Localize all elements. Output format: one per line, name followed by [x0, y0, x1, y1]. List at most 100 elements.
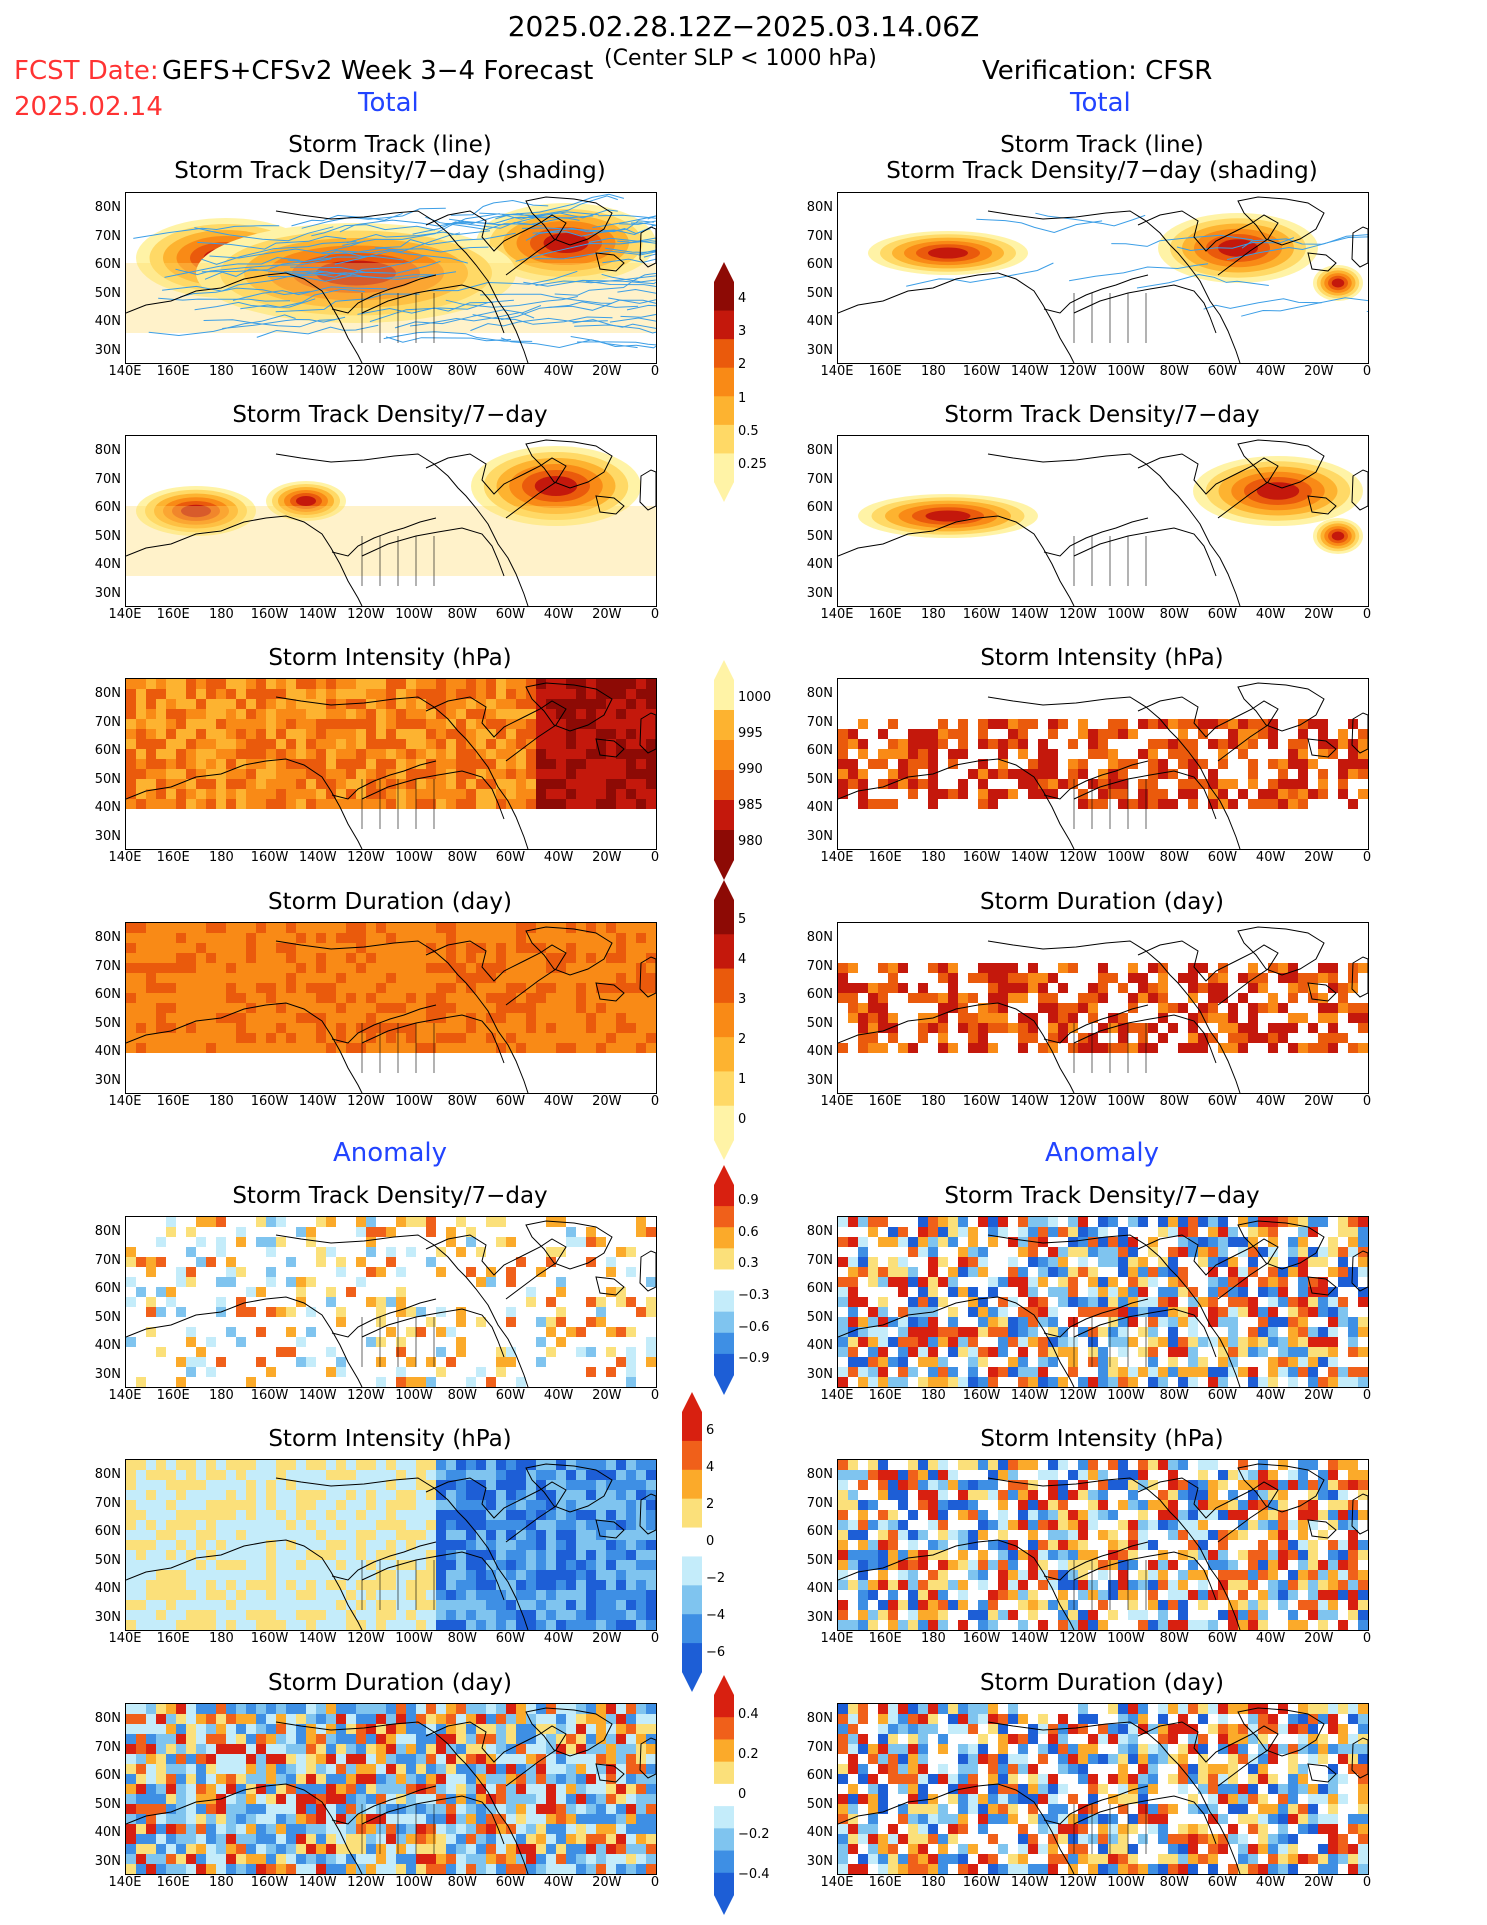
storm-track-line — [609, 317, 656, 323]
grid-cell — [266, 1620, 276, 1630]
grid-cell — [596, 719, 606, 729]
grid-cell — [596, 1520, 606, 1530]
grid-cell — [366, 1520, 376, 1530]
grid-cell — [1118, 1043, 1128, 1053]
grid-cell — [156, 1714, 166, 1724]
grid-cell — [1108, 1540, 1118, 1550]
grid-cell — [1038, 1267, 1048, 1277]
grid-cell — [386, 1033, 396, 1043]
grid-cell — [576, 1470, 586, 1480]
grid-cell — [486, 1480, 496, 1490]
grid-cell — [1258, 1490, 1268, 1500]
grid-cell — [1138, 779, 1148, 789]
grid-cell — [586, 739, 596, 749]
grid-cell — [386, 709, 396, 719]
grid-cell — [396, 1217, 406, 1227]
grid-cell — [496, 1043, 506, 1053]
grid-cell — [496, 1023, 506, 1033]
grid-cell — [888, 1317, 898, 1327]
grid-cell — [496, 709, 506, 719]
grid-cell — [406, 769, 416, 779]
grid-cell — [296, 1337, 306, 1347]
grid-cell — [1068, 1297, 1078, 1307]
grid-cell — [136, 1377, 146, 1387]
grid-cell — [878, 1327, 888, 1337]
grid-cell — [1028, 1033, 1038, 1043]
grid-cell — [226, 799, 236, 809]
grid-cell — [1048, 1357, 1058, 1367]
grid-cell — [126, 1520, 136, 1530]
grid-cell — [246, 1460, 256, 1470]
grid-cell — [1358, 1023, 1368, 1033]
grid-cell — [1298, 739, 1308, 749]
grid-cell — [1148, 779, 1158, 789]
grid-cell — [576, 1600, 586, 1610]
grid-cell — [256, 1540, 266, 1550]
grid-cell — [1168, 1500, 1178, 1510]
grid-cell — [586, 1714, 596, 1724]
grid-cell — [878, 1043, 888, 1053]
grid-cell — [396, 1560, 406, 1570]
grid-cell — [296, 1704, 306, 1714]
grid-cell — [1128, 1550, 1138, 1560]
grid-cell — [186, 689, 196, 699]
grid-cell — [1328, 1560, 1338, 1570]
grid-cell — [366, 1247, 376, 1257]
grid-cell — [216, 799, 226, 809]
grid-cell — [236, 973, 246, 983]
grid-cell — [948, 1317, 958, 1327]
grid-cell — [596, 1510, 606, 1520]
grid-cell — [186, 1550, 196, 1560]
grid-cell — [276, 1570, 286, 1580]
grid-cell — [1278, 1267, 1288, 1277]
grid-cell — [1028, 769, 1038, 779]
grid-cell — [1138, 1347, 1148, 1357]
grid-cell — [126, 1297, 136, 1307]
grid-cell — [1308, 1327, 1318, 1337]
grid-cell — [456, 1460, 466, 1470]
grid-cell — [948, 983, 958, 993]
grid-cell — [938, 1580, 948, 1590]
grid-cell — [196, 1033, 206, 1043]
grid-cell — [196, 739, 206, 749]
grid-cell — [1348, 1530, 1358, 1540]
grid-cell — [606, 1600, 616, 1610]
grid-cell — [1288, 1470, 1298, 1480]
grid-cell — [586, 1470, 596, 1480]
grid-cell — [506, 1714, 516, 1724]
grid-cell — [1188, 1367, 1198, 1377]
grid-cell — [938, 1227, 948, 1237]
grid-cell — [436, 1704, 446, 1714]
grid-cell — [1358, 1227, 1368, 1237]
grid-cell — [186, 779, 196, 789]
grid-cell — [526, 1287, 536, 1297]
grid-cell — [1238, 1287, 1248, 1297]
grid-cell — [616, 689, 626, 699]
grid-cell — [1018, 1550, 1028, 1560]
grid-cell — [948, 729, 958, 739]
grid-cell — [958, 1257, 968, 1267]
grid-cell — [838, 1257, 848, 1267]
grid-cell — [1238, 749, 1248, 759]
grid-cell — [1238, 1500, 1248, 1510]
grid-cell — [928, 1460, 938, 1470]
coastline — [1043, 1004, 1149, 1044]
grid-cell — [1328, 1540, 1338, 1550]
grid-cell — [136, 993, 146, 1003]
grid-cell — [406, 1307, 416, 1317]
grid-cell — [446, 1023, 456, 1033]
coastline — [1073, 1014, 1217, 1064]
grid-cell — [1208, 1500, 1218, 1510]
storm-track-line — [598, 214, 656, 219]
grid-cell — [918, 779, 928, 789]
grid-cell — [426, 943, 436, 953]
grid-cell — [1028, 1257, 1038, 1267]
grid-cell — [256, 1013, 266, 1023]
grid-cell — [456, 993, 466, 1003]
grid-cell — [516, 943, 526, 953]
grid-cell — [286, 993, 296, 1003]
grid-cell — [626, 1357, 636, 1367]
grid-cell — [1298, 1460, 1308, 1470]
grid-cell — [1338, 1247, 1348, 1257]
grid-cell — [1218, 1247, 1228, 1257]
